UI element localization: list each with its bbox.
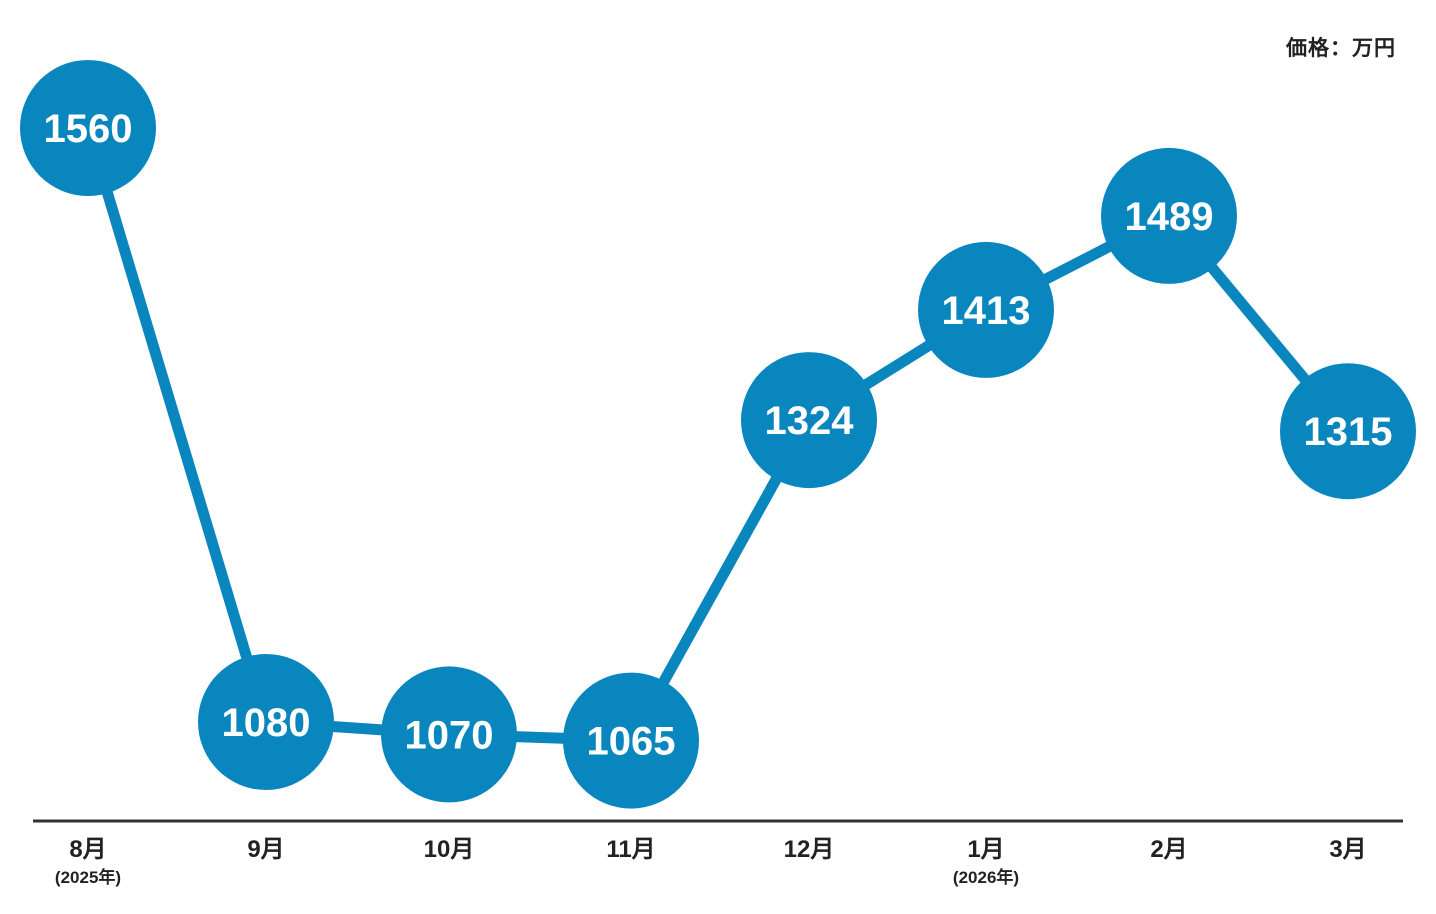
data-point-label: 1070 xyxy=(405,713,494,757)
data-point-marker xyxy=(1280,363,1416,500)
x-tick-sublabel: (2026年) xyxy=(953,867,1019,887)
x-tick-label: 3月 xyxy=(1329,836,1366,863)
data-point-marker xyxy=(563,672,699,809)
x-axis-ticks: 8月 (2025年) 9月 10月 11月 12月 1月 (2026年) 2月 3月 xyxy=(55,836,1367,887)
data-point-label: 1080 xyxy=(222,701,311,745)
data-point-label: 1315 xyxy=(1304,410,1393,454)
x-tick-label: 11月 xyxy=(606,836,655,863)
data-point-label: 1489 xyxy=(1125,195,1214,239)
x-tick-label: 12月 xyxy=(784,836,835,863)
x-tick-sublabel: (2025年) xyxy=(55,867,121,887)
x-tick-label: 1月 xyxy=(967,836,1004,863)
data-point-label: 1560 xyxy=(44,107,133,151)
data-point-marker xyxy=(1101,147,1237,284)
data-point-marker xyxy=(20,60,156,196)
data-point-marker xyxy=(741,352,877,489)
data-point-marker xyxy=(918,241,1054,378)
x-tick-label: 2月 xyxy=(1150,836,1187,863)
data-points-group: 1560 1080 1070 1065 1324 1413 1489 1315 xyxy=(20,60,1416,809)
data-point-label: 1413 xyxy=(942,289,1031,333)
data-point-label: 1065 xyxy=(587,720,676,764)
unit-label: 価格：万円 xyxy=(1286,37,1396,60)
data-point-marker xyxy=(198,654,334,790)
x-tick-label: 9月 xyxy=(247,836,284,863)
x-tick-label: 10月 xyxy=(424,836,475,863)
data-point-label: 1324 xyxy=(765,399,855,443)
data-point-marker xyxy=(381,666,517,803)
x-tick-label: 8月 xyxy=(69,836,106,863)
